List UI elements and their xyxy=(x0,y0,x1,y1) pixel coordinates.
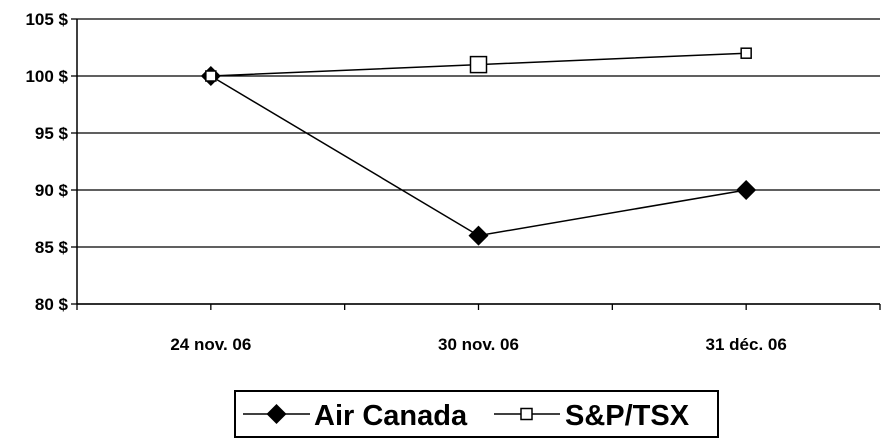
data-point-s-p-tsx xyxy=(205,70,217,82)
legend-square-icon xyxy=(520,407,533,421)
x-tick-label: 31 déc. 06 xyxy=(706,335,787,354)
data-point-s-p-tsx xyxy=(469,55,488,74)
legend-label-sp-tsx: S&P/TSX xyxy=(565,400,690,432)
y-tick-label: 90 $ xyxy=(35,181,69,200)
y-tick-labels: 80 $ 85 $ 90 $ 95 $ 100 $ 105 $ xyxy=(25,10,68,314)
y-tick-label: 105 $ xyxy=(25,10,68,29)
series-line-air-canada xyxy=(210,75,747,237)
series xyxy=(200,47,757,246)
x-tick-labels: 24 nov. 06 30 nov. 06 31 déc. 06 xyxy=(170,335,786,354)
legend-diamond-icon xyxy=(266,404,287,424)
data-point-s-p-tsx xyxy=(740,47,752,59)
legend-item-sp-tsx: S&P/TSX xyxy=(494,400,690,432)
legend-label-air-canada: Air Canada xyxy=(314,400,468,432)
y-tick-label: 85 $ xyxy=(35,238,69,257)
data-point-air-canada xyxy=(468,225,489,246)
legend-box xyxy=(234,390,719,438)
legend: Air Canada S&P/TSX xyxy=(234,390,719,438)
legend-item-air-canada: Air Canada xyxy=(243,400,468,432)
x-tick-label: 30 nov. 06 xyxy=(438,335,519,354)
y-tick-label: 100 $ xyxy=(25,67,68,86)
data-point-air-canada xyxy=(736,180,757,200)
axes xyxy=(71,18,881,310)
x-tick-label: 24 nov. 06 xyxy=(170,335,251,354)
y-tick-label: 95 $ xyxy=(35,124,69,143)
y-tick-label: 80 $ xyxy=(35,295,69,314)
